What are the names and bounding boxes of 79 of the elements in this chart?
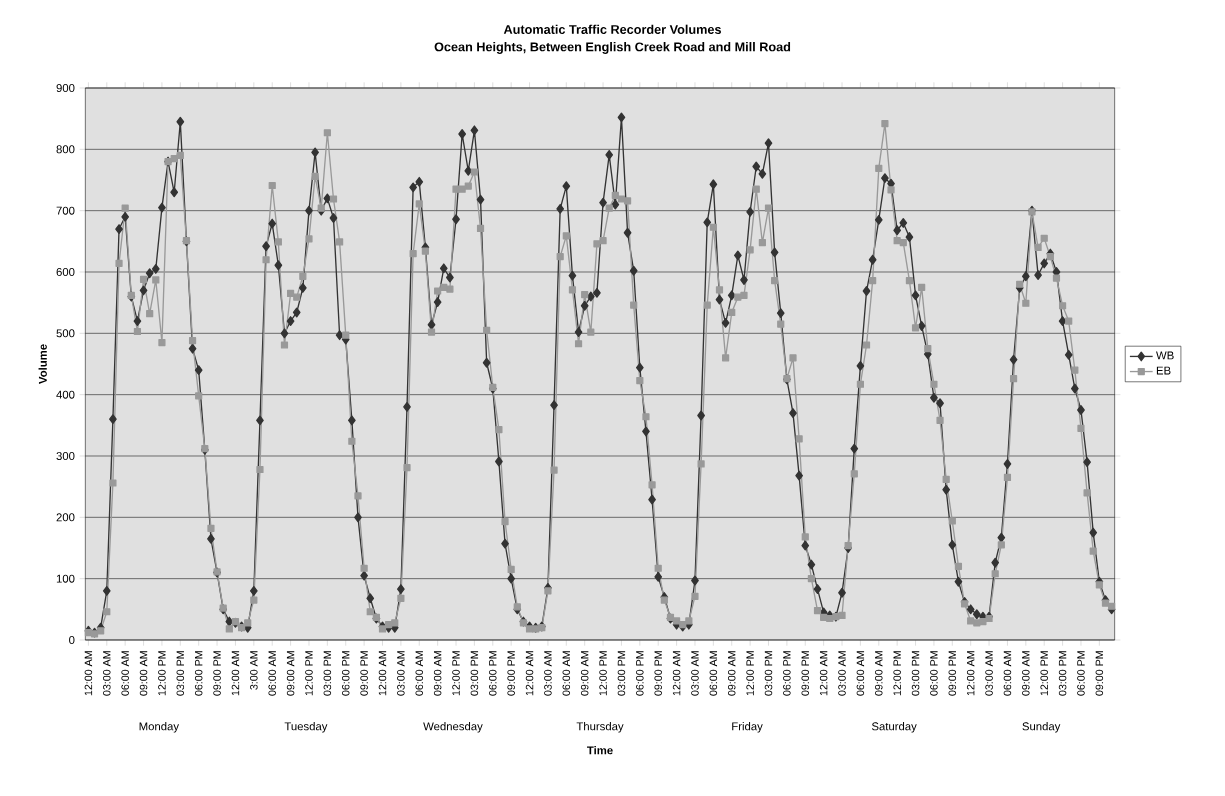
chart-subtitle: Ocean Heights, Between English Creek Road and Mill Road bbox=[434, 42, 791, 54]
x-tick-label: 09:00 AM bbox=[1022, 651, 1030, 696]
x-tick-label: 09:00 AM bbox=[139, 651, 148, 696]
x-tick-label: 12:00 AM bbox=[378, 651, 387, 696]
x-tick-label: 12:00 PM bbox=[1040, 651, 1048, 696]
x-tick-label: 03:00 AM bbox=[397, 651, 405, 696]
y-tick-label: 800 bbox=[56, 145, 75, 154]
x-tick-label: 09:00 PM bbox=[213, 651, 221, 696]
x-tick-label: 12:00 PM bbox=[599, 651, 607, 696]
text: Sunday bbox=[1022, 722, 1061, 733]
x-tick-label: 09:00 AM bbox=[727, 651, 736, 696]
x-tick-label: 09:00 AM bbox=[286, 651, 295, 696]
x-tick-label: 12:00 PM bbox=[158, 651, 166, 696]
text: Saturday bbox=[871, 722, 917, 733]
x-tick-label: 06:00 PM bbox=[194, 651, 203, 696]
x-tick-label: 06:00 PM bbox=[636, 651, 644, 696]
y-axis-title: Volume bbox=[38, 344, 47, 384]
x-tick-label: 06:00 PM bbox=[930, 651, 938, 696]
x-tick-label: 06:00 PM bbox=[489, 651, 497, 696]
text: Monday bbox=[139, 722, 179, 733]
y-tick-label: 400 bbox=[56, 390, 75, 399]
y-tick-label: 900 bbox=[56, 84, 75, 93]
x-tick-label: 12:00 AM bbox=[819, 651, 828, 696]
legend-label: WB bbox=[1156, 351, 1174, 360]
x-tick-label: 09:00 PM bbox=[801, 651, 810, 696]
x-tick-label: 09:00 AM bbox=[580, 651, 589, 696]
y-tick-label: 500 bbox=[56, 329, 75, 338]
chart-title: Automatic Traffic Recorder Volumes bbox=[503, 24, 721, 34]
x-tick-label: 09:00 PM bbox=[507, 651, 515, 696]
x-tick-label: 03:00 PM bbox=[911, 651, 920, 696]
x-tick-label: 06:00 AM bbox=[709, 651, 718, 696]
x-tick-label: 03:00 PM bbox=[1058, 651, 1067, 696]
x-tick-label: 12:00 AM bbox=[231, 651, 240, 696]
x-tick-label: 03:00 PM bbox=[764, 651, 773, 696]
x-tick-label: 03:00 PM bbox=[470, 651, 479, 696]
x-tick-label: 06:00 AM bbox=[562, 651, 571, 696]
x-tick-label: 06:00 AM bbox=[415, 651, 424, 696]
x-tick-label: 12:00 AM bbox=[672, 651, 681, 696]
x-tick-label: 03:00 AM bbox=[103, 651, 111, 696]
y-tick-label: 600 bbox=[56, 267, 75, 276]
y-tick-label: 0 bbox=[69, 635, 75, 644]
x-tick-label: 03:00 AM bbox=[985, 651, 993, 696]
text: Thursday bbox=[576, 722, 624, 733]
y-tick-label: 300 bbox=[56, 451, 75, 460]
x-tick-label: 09:00 PM bbox=[654, 651, 662, 696]
x-tick-label: 06:00 PM bbox=[1077, 651, 1085, 696]
x-tick-label: 06:00 PM bbox=[783, 651, 791, 696]
x-tick-label: 03:00 AM bbox=[691, 651, 699, 696]
x-tick-label: 09:00 PM bbox=[360, 651, 368, 696]
x-tick-label: 12:00 PM bbox=[746, 651, 754, 696]
x-tick-label: 03:00 PM bbox=[617, 651, 626, 696]
x-tick-label: 09:00 AM bbox=[875, 651, 883, 696]
y-tick-label: 700 bbox=[56, 206, 75, 215]
x-tick-label: 06:00 AM bbox=[121, 651, 129, 696]
x-tick-label: 03:00 AM bbox=[838, 651, 846, 696]
x-tick-label: 12:00 AM bbox=[84, 651, 93, 696]
x-tick-label: 06:00 PM bbox=[341, 651, 350, 696]
y-tick-label: 200 bbox=[56, 513, 75, 522]
x-tick-label: 12:00 PM bbox=[305, 651, 313, 696]
x-tick-label: 06:00 AM bbox=[1003, 651, 1012, 696]
legend-label: EB bbox=[1156, 366, 1171, 375]
x-tick-label: 09:00 PM bbox=[948, 651, 957, 696]
x-tick-label: 12:00 PM bbox=[893, 651, 901, 696]
x-tick-label: 06:00 AM bbox=[856, 651, 865, 696]
y-tick-label: 100 bbox=[56, 574, 75, 583]
text: Tuesday bbox=[284, 722, 328, 733]
text: Wednesday bbox=[423, 722, 483, 733]
x-tick-label: 09:00 PM bbox=[1095, 651, 1104, 696]
x-axis-title: Time bbox=[587, 746, 613, 755]
x-tick-label: 03:00 PM bbox=[323, 651, 332, 696]
text: Friday bbox=[732, 722, 763, 733]
x-tick-label: 12:00 AM bbox=[525, 651, 534, 696]
x-tick-label: 3:00 AM bbox=[250, 651, 258, 690]
x-tick-label: 03:00 PM bbox=[176, 651, 185, 696]
x-tick-label: 09:00 AM bbox=[433, 651, 442, 696]
x-tick-label: 03:00 AM bbox=[544, 651, 552, 696]
x-tick-label: 06:00 AM bbox=[268, 651, 276, 696]
x-tick-label: 12:00 PM bbox=[452, 651, 460, 696]
x-tick-label: 12:00 AM bbox=[966, 651, 975, 696]
